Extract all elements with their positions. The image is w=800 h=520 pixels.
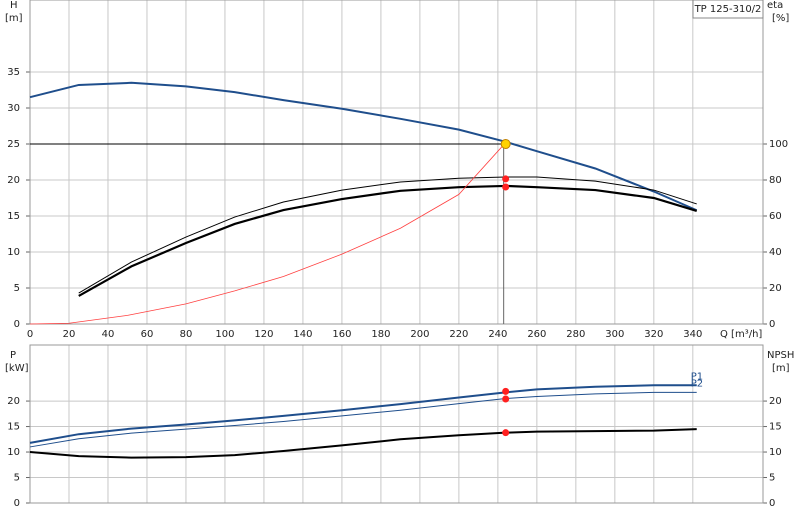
curve [29, 81, 698, 212]
y-tick-label: 15 [7, 422, 20, 433]
y-tick-label: 35 [7, 67, 20, 78]
curve [29, 391, 697, 448]
x-tick-label: 80 [180, 329, 193, 340]
x-tick-label: 180 [371, 329, 390, 340]
x-tick-label: 340 [683, 329, 702, 340]
curve [29, 142, 506, 325]
x-axis-label: Q [m³/h] [720, 329, 762, 340]
plot-frame [29, 0, 764, 325]
x-tick-label: 160 [332, 329, 351, 340]
x-tick-label: 40 [102, 329, 115, 340]
marker-point [502, 429, 510, 437]
y-axis-label: H [10, 0, 18, 11]
y-tick-label: 5 [14, 473, 20, 484]
x-tick-label: 320 [644, 329, 663, 340]
y-tick-label: 20 [7, 396, 20, 407]
y-tick-label: 20 [7, 175, 20, 186]
y-tick-label: 0 [14, 498, 20, 509]
y2-axis-label: NPSH [767, 350, 794, 361]
y-axis-label: P [10, 350, 16, 361]
series-label: P2 [691, 378, 703, 389]
series-label: P1 [691, 371, 703, 382]
curve [29, 384, 697, 444]
x-tick-label: 0 [27, 329, 33, 340]
curve [78, 176, 697, 294]
y-tick-label: 10 [7, 447, 20, 458]
y-axis-unit: [m] [5, 13, 23, 24]
y2-tick-label: 10 [769, 447, 782, 458]
y-tick-label: 15 [7, 211, 20, 222]
y2-tick-label: 20 [769, 283, 782, 294]
x-tick-label: 260 [527, 329, 546, 340]
y2-axis-label: eta [767, 0, 783, 11]
y2-tick-label: 20 [769, 396, 782, 407]
y2-tick-label: 40 [769, 247, 782, 258]
plot-frame [29, 344, 764, 504]
y-axis-unit: [kW] [5, 363, 29, 374]
y2-tick-label: 80 [769, 175, 782, 186]
x-tick-label: 140 [293, 329, 312, 340]
y2-tick-label: 100 [769, 139, 788, 150]
x-tick-label: 60 [141, 329, 154, 340]
duty-point [500, 139, 511, 149]
x-tick-label: 220 [449, 329, 468, 340]
marker-point [502, 387, 510, 395]
curve [78, 184, 698, 297]
x-tick-label: 200 [410, 329, 429, 340]
marker-point [502, 175, 510, 183]
x-tick-label: 120 [254, 329, 273, 340]
y2-tick-label: 60 [769, 211, 782, 222]
x-tick-label: 240 [488, 329, 507, 340]
marker-point [502, 395, 510, 403]
marker-point [502, 183, 510, 191]
y-tick-label: 5 [14, 283, 20, 294]
y-tick-label: 10 [7, 247, 20, 258]
title-box [692, 0, 764, 19]
curve [29, 428, 697, 459]
x-tick-label: 100 [215, 329, 234, 340]
y2-axis-unit: [m] [772, 363, 790, 374]
y2-tick-label: 0 [769, 319, 775, 330]
y-tick-label: 0 [14, 319, 20, 330]
x-tick-label: 300 [605, 329, 624, 340]
y2-tick-label: 15 [769, 422, 782, 433]
y-tick-label: 25 [7, 139, 20, 150]
y2-tick-label: 0 [769, 498, 775, 509]
y2-tick-label: 5 [769, 473, 775, 484]
y2-axis-unit: [%] [772, 13, 789, 24]
chart-title: TP 125-310/2 [694, 4, 762, 15]
x-tick-label: 20 [63, 329, 76, 340]
y-tick-label: 30 [7, 103, 20, 114]
x-tick-label: 280 [566, 329, 585, 340]
